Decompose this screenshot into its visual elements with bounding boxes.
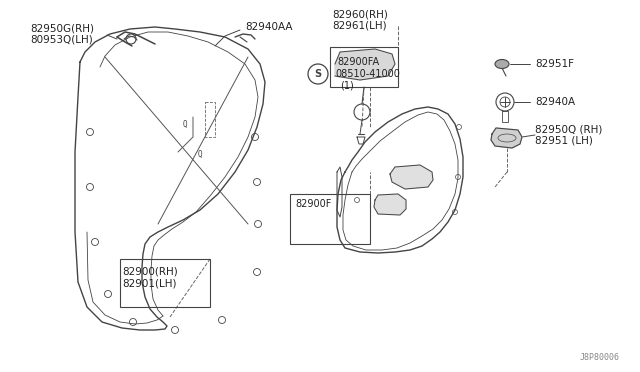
Text: 82940A: 82940A xyxy=(535,97,575,107)
Text: 82951F: 82951F xyxy=(535,59,574,69)
Text: 82950G(RH): 82950G(RH) xyxy=(30,23,94,33)
Text: 82960(RH): 82960(RH) xyxy=(332,9,388,19)
Text: 08510-41000: 08510-41000 xyxy=(335,69,400,79)
Text: 82900(RH): 82900(RH) xyxy=(122,267,178,277)
Text: 82940AA: 82940AA xyxy=(245,22,292,32)
Text: 80953Q(LH): 80953Q(LH) xyxy=(30,34,93,44)
Ellipse shape xyxy=(495,60,509,68)
Polygon shape xyxy=(374,194,406,215)
Text: 82961(LH): 82961(LH) xyxy=(332,20,387,30)
Text: (1): (1) xyxy=(340,80,354,90)
Text: Q: Q xyxy=(198,150,202,158)
Text: S: S xyxy=(314,69,321,79)
Polygon shape xyxy=(335,49,395,80)
Text: 82900FA: 82900FA xyxy=(337,57,379,67)
Text: 82950Q (RH): 82950Q (RH) xyxy=(535,124,602,134)
Polygon shape xyxy=(491,128,522,148)
Text: 82951 (LH): 82951 (LH) xyxy=(535,135,593,145)
Text: Q: Q xyxy=(182,119,188,128)
Text: 82900F: 82900F xyxy=(295,199,332,209)
Text: J8P80006: J8P80006 xyxy=(580,353,620,362)
Text: 82901(LH): 82901(LH) xyxy=(122,279,177,289)
Polygon shape xyxy=(390,165,433,189)
